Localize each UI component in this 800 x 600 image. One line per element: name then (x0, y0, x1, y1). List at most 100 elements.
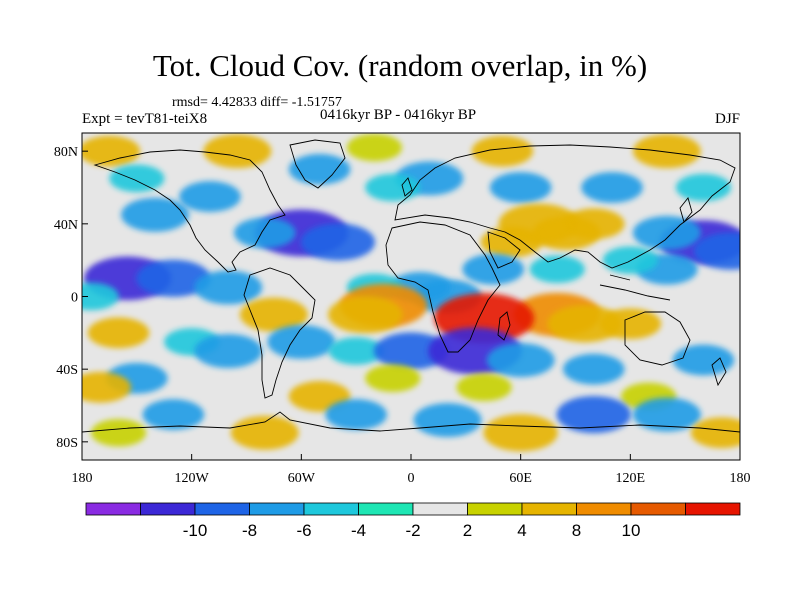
colorbar-label: -2 (405, 521, 420, 540)
x-tick-label: 180 (730, 471, 751, 486)
anomaly-patch (581, 172, 643, 203)
colorbar-swatch (303, 502, 359, 516)
anomaly-patch (632, 215, 701, 250)
anomaly-patch (203, 134, 272, 169)
coastline-antarctica (82, 411, 740, 433)
anomaly-patch (456, 373, 512, 402)
page-title: Tot. Cloud Cov. (random overlap, in %) (152, 48, 648, 83)
anomaly-patch (82, 135, 141, 167)
anomaly-patch (413, 403, 482, 438)
y-tick-label: 40N (54, 218, 78, 233)
anomaly-patch (486, 343, 555, 378)
x-tick-label: 60W (288, 471, 316, 486)
colorbar-swatch (467, 502, 523, 516)
y-tick-label: 80S (56, 436, 78, 451)
coastline-japan (679, 197, 693, 223)
coastline-madagascar (497, 311, 511, 341)
colorbar-swatch (358, 502, 414, 516)
colorbar-swatch (521, 502, 577, 516)
colorbar-swatch (630, 502, 686, 516)
anomaly-patch (675, 173, 732, 202)
colorbar-swatch (412, 502, 468, 516)
colorbar-label: -6 (296, 521, 311, 540)
coastline-arabia (487, 231, 521, 269)
anomaly-patch (632, 134, 701, 169)
coastlines (82, 139, 740, 433)
anomaly-patch (194, 270, 263, 305)
colorbar-label: 2 (463, 521, 472, 540)
anomaly-patch (693, 232, 740, 270)
anomaly-patch (87, 317, 150, 349)
y-tick-label: 40S (56, 363, 78, 378)
anomaly-patch (90, 418, 147, 447)
anomaly-patch (142, 399, 205, 430)
anomaly-patch (325, 399, 387, 430)
y-tick-label: 0 (71, 291, 78, 306)
anomaly-patch (121, 197, 190, 232)
coastline-south-america (243, 267, 316, 399)
anomaly-patch (267, 324, 336, 359)
anomaly-patch (239, 297, 308, 332)
anomaly-patch (328, 296, 403, 334)
x-tick-label: 60E (509, 471, 532, 486)
experiment-label: Expt = tevT81-teiX8 (82, 111, 208, 127)
colorbar: -10 -8 -6 -4 -2 2 4 8 10 (85, 502, 741, 540)
colorbar-swatch (194, 502, 250, 516)
anomaly-patch (489, 172, 552, 203)
anomaly-patch (672, 344, 735, 376)
rmsd-diff-stats: rmsd= 4.42833 diff= -1.51757 (172, 95, 342, 110)
anomaly-patch (480, 226, 543, 258)
anomaly-patch (300, 223, 376, 261)
anomaly-patch (365, 173, 421, 202)
colorbar-label: 10 (622, 521, 641, 540)
colorbar-label: -4 (351, 521, 366, 540)
anomaly-patch (346, 133, 403, 162)
anomaly-patch (599, 308, 662, 340)
x-tick-label: 180 (72, 471, 93, 486)
coastline-uk (401, 177, 413, 197)
anomaly-patch (556, 395, 631, 434)
x-tick-label: 0 (408, 471, 415, 486)
anomaly-patch (82, 371, 132, 403)
colorbar-swatch (85, 502, 141, 516)
colorbar-label: -10 (183, 521, 208, 540)
coastline-indonesia (599, 274, 671, 301)
colorbar-swatch (249, 502, 305, 516)
coastline-eurasia (394, 144, 736, 269)
anomaly-patch (136, 259, 211, 297)
coastline-greenland (289, 139, 346, 189)
anomaly-patch (230, 415, 299, 450)
anomaly-patch (690, 417, 740, 449)
anomaly-patch (462, 253, 525, 285)
anomaly-patch (529, 255, 585, 284)
anomaly-patch (373, 332, 449, 370)
colorbar-swatch (140, 502, 196, 516)
anomaly-patch (288, 153, 351, 185)
colorbar-label: -8 (242, 521, 257, 540)
anomaly-patch (328, 337, 384, 365)
map-axes: 180 120W 60W 0 60E 120E 180 80N 40N 0 40S 80S (54, 145, 751, 486)
period-label: 0416kyr BP - 0416kyr BP (320, 107, 477, 123)
x-tick-label: 120E (616, 471, 646, 486)
anomaly-patch (82, 282, 119, 311)
colorbar-label: 8 (572, 521, 581, 540)
colorbar-swatch (685, 502, 741, 516)
anomaly-patch (109, 164, 165, 193)
coastline-africa (385, 221, 501, 353)
anomaly-patch (471, 135, 534, 167)
x-tick-label: 120W (175, 471, 210, 486)
anomaly-patch (179, 181, 241, 212)
coastline-australia (624, 311, 691, 366)
season-label: DJF (714, 111, 740, 127)
colorbar-swatch (576, 502, 632, 516)
anomaly-patch (233, 217, 296, 249)
anomaly-patch (483, 414, 558, 452)
anomaly-patch (562, 208, 625, 240)
coastline-new-zealand (711, 357, 727, 387)
anomaly-patch (547, 305, 622, 343)
coastline-north-america (93, 149, 286, 273)
cloud-anomaly-field (82, 133, 740, 452)
anomaly-patch (365, 364, 421, 393)
anomaly-patch (632, 397, 701, 432)
